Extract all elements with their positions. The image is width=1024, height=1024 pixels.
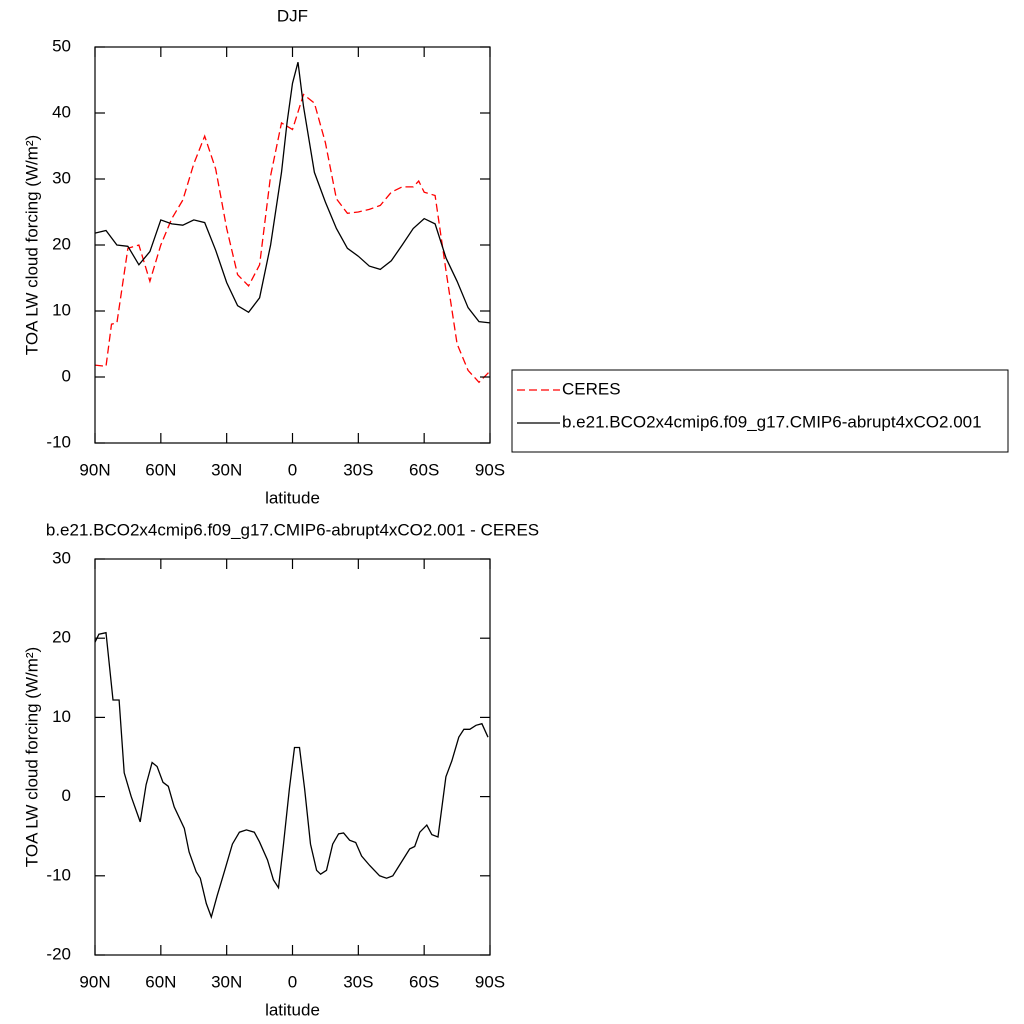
y-tick-label: 0 bbox=[62, 366, 71, 385]
x-tick-label: 90S bbox=[475, 460, 505, 479]
x-tick-label: 60S bbox=[409, 460, 439, 479]
y-tick-label: 30 bbox=[52, 168, 71, 187]
data-line bbox=[94, 93, 491, 384]
x-tick-label: 0 bbox=[288, 460, 297, 479]
data-line bbox=[94, 631, 489, 920]
x-tick-label: 30S bbox=[343, 972, 373, 991]
y-tick-label: 10 bbox=[52, 300, 71, 319]
y-tick-label: -10 bbox=[46, 432, 71, 451]
legend-box bbox=[511, 369, 1009, 453]
x-tick-label: 30N bbox=[211, 972, 242, 991]
x-tick-label: 60S bbox=[409, 972, 439, 991]
chart-title: b.e21.BCO2x4cmip6.f09_g17.CMIP6-abrupt4x… bbox=[46, 520, 539, 539]
y-tick-label: 40 bbox=[52, 102, 71, 121]
x-tick-label: 60N bbox=[145, 972, 176, 991]
y-axis-label: TOA LW cloud forcing (W/m²) bbox=[22, 647, 41, 867]
chart-title: DJF bbox=[277, 6, 308, 25]
y-tick-label: 10 bbox=[52, 707, 71, 726]
y-tick-label: 50 bbox=[52, 36, 71, 55]
plot-frame bbox=[94, 46, 491, 444]
y-tick-label: -20 bbox=[46, 944, 71, 963]
x-axis-label: latitude bbox=[265, 1000, 320, 1019]
y-tick-label: 30 bbox=[52, 548, 71, 567]
y-tick-label: 20 bbox=[52, 628, 71, 647]
data-line bbox=[94, 62, 491, 324]
x-tick-label: 0 bbox=[288, 972, 297, 991]
x-axis-label: latitude bbox=[265, 488, 320, 507]
x-tick-label: 30S bbox=[343, 460, 373, 479]
legend-label: b.e21.BCO2x4cmip6.f09_g17.CMIP6-abrupt4x… bbox=[562, 412, 982, 431]
y-tick-label: 0 bbox=[62, 786, 71, 805]
y-tick-label: -10 bbox=[46, 865, 71, 884]
x-tick-label: 60N bbox=[145, 460, 176, 479]
y-axis-label: TOA LW cloud forcing (W/m²) bbox=[22, 135, 41, 355]
x-tick-label: 90S bbox=[475, 972, 505, 991]
y-tick-label: 20 bbox=[52, 234, 71, 253]
plot-frame bbox=[94, 558, 491, 956]
legend-label: CERES bbox=[562, 379, 621, 398]
x-tick-label: 90N bbox=[79, 460, 110, 479]
x-tick-label: 90N bbox=[79, 972, 110, 991]
x-tick-label: 30N bbox=[211, 460, 242, 479]
